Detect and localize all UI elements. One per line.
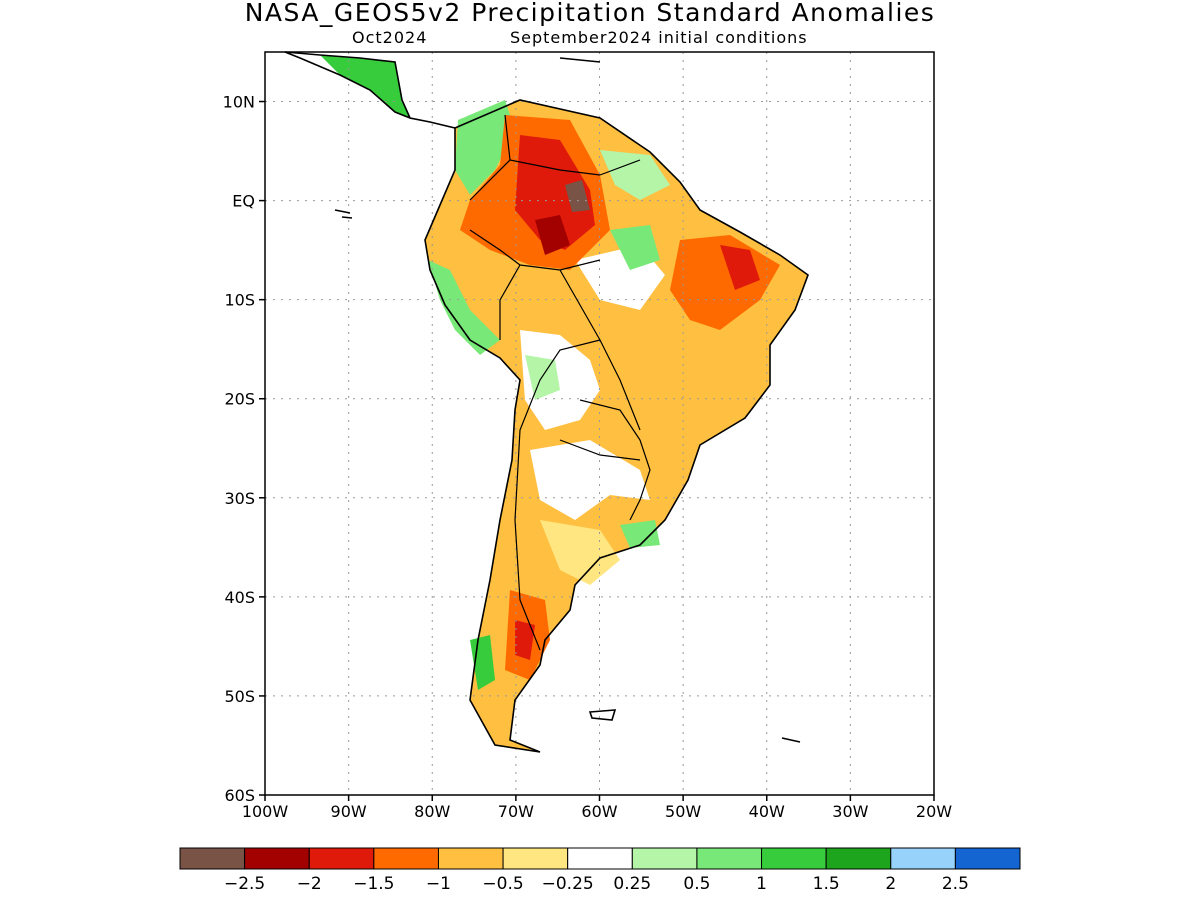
colorbar-label: −1 <box>426 874 451 894</box>
colorbar-label: 2.5 <box>942 874 969 894</box>
neutral-patch-bolivia <box>520 330 600 430</box>
lat-tick-label: 10S <box>224 291 255 310</box>
wet-patch-bolivia <box>525 355 560 400</box>
lon-tick-label: 80W <box>414 802 450 821</box>
falkland-islands <box>588 709 617 721</box>
colorbar-label: 2 <box>885 874 896 894</box>
extreme-dry-patch-1 <box>535 215 570 255</box>
initial-conditions: September2024 initial conditions <box>510 28 808 47</box>
lon-tick-label: 100W <box>242 802 289 821</box>
wet-patch-central-amazon <box>610 225 660 270</box>
colorbar-swatch <box>437 847 504 870</box>
colorbar-label: −2.5 <box>224 874 265 894</box>
colorbar-label: −0.25 <box>542 874 594 894</box>
colorbar-swatch <box>567 847 633 870</box>
colorbar-swatch <box>631 847 698 870</box>
wet-patch-colombia <box>455 100 515 195</box>
colorbar-swatch <box>696 847 763 870</box>
colorbar-swatch <box>502 847 569 870</box>
wet-patch-uruguay <box>620 520 660 548</box>
colorbar-swatch <box>890 847 956 870</box>
lon-tick-label: 90W <box>331 802 367 821</box>
colorbar-label: −1.5 <box>353 874 394 894</box>
lon-tick-label: 20W <box>916 802 952 821</box>
cuba-coastline <box>559 57 601 63</box>
light-patch-south <box>540 520 620 585</box>
colorbar-swatch <box>761 847 827 870</box>
colorbar-label: 0.25 <box>613 874 651 894</box>
colorbar-swatch <box>373 847 439 870</box>
colorbar-swatch <box>179 847 246 870</box>
extreme-dry-patch-2 <box>565 180 590 212</box>
coastline-layer <box>284 51 809 753</box>
lat-tick-label: 20S <box>224 390 255 409</box>
lat-tick-label: 50S <box>224 687 255 706</box>
very-dry-patch-brazil <box>720 245 760 290</box>
colorbar-label: 1 <box>756 874 767 894</box>
galapagos-islands <box>334 209 353 219</box>
colorbar-swatch <box>825 847 892 870</box>
central-america-fill <box>320 55 410 118</box>
longitude-axis: 100W 90W 80W 70W 60W 50W 40W 30W 20W <box>242 795 952 821</box>
south-america-coastline <box>424 99 809 753</box>
central-america-coastline <box>284 51 456 129</box>
colorbar-swatch <box>954 847 1021 870</box>
country-borders <box>469 114 651 651</box>
lon-tick-label: 70W <box>498 802 534 821</box>
wet-patch-guianas <box>600 150 670 200</box>
colorbar: −2.5 −2 −1.5 −1 −0.5 −0.25 0.25 0.5 1 1.5 2 2.5 <box>179 847 1021 894</box>
colorbar-label: 0.5 <box>683 874 710 894</box>
neutral-patch-argentina <box>530 440 650 520</box>
very-dry-patch-venezuela <box>515 135 595 250</box>
colorbar-label: −0.5 <box>482 874 523 894</box>
colorbar-label: 1.5 <box>813 874 840 894</box>
lat-tick-label: 40S <box>224 588 255 607</box>
latitude-axis: 10N EQ 10S 20S 30S 40S 50S 60S <box>223 93 265 805</box>
map-title: NASA_GEOS5v2 Precipitation Standard Anom… <box>244 0 936 27</box>
very-dry-patch-patagonia <box>515 620 535 660</box>
colorbar-swatch <box>244 847 310 870</box>
lon-tick-label: 60W <box>581 802 617 821</box>
colorbar-swatch <box>308 847 375 870</box>
lon-tick-label: 50W <box>665 802 701 821</box>
lat-tick-label: 60S <box>224 786 255 805</box>
lat-tick-label: 30S <box>224 489 255 508</box>
colorbar-label: −2 <box>297 874 322 894</box>
lon-tick-label: 30W <box>832 802 868 821</box>
lon-tick-label: 40W <box>749 802 785 821</box>
anomaly-fill-layer <box>320 55 808 752</box>
forecast-month: Oct2024 <box>352 28 428 47</box>
lat-tick-label: EQ <box>232 192 255 211</box>
south-georgia <box>781 737 801 743</box>
wet-patch-ecuador <box>428 260 500 355</box>
lat-tick-label: 10N <box>223 93 255 112</box>
